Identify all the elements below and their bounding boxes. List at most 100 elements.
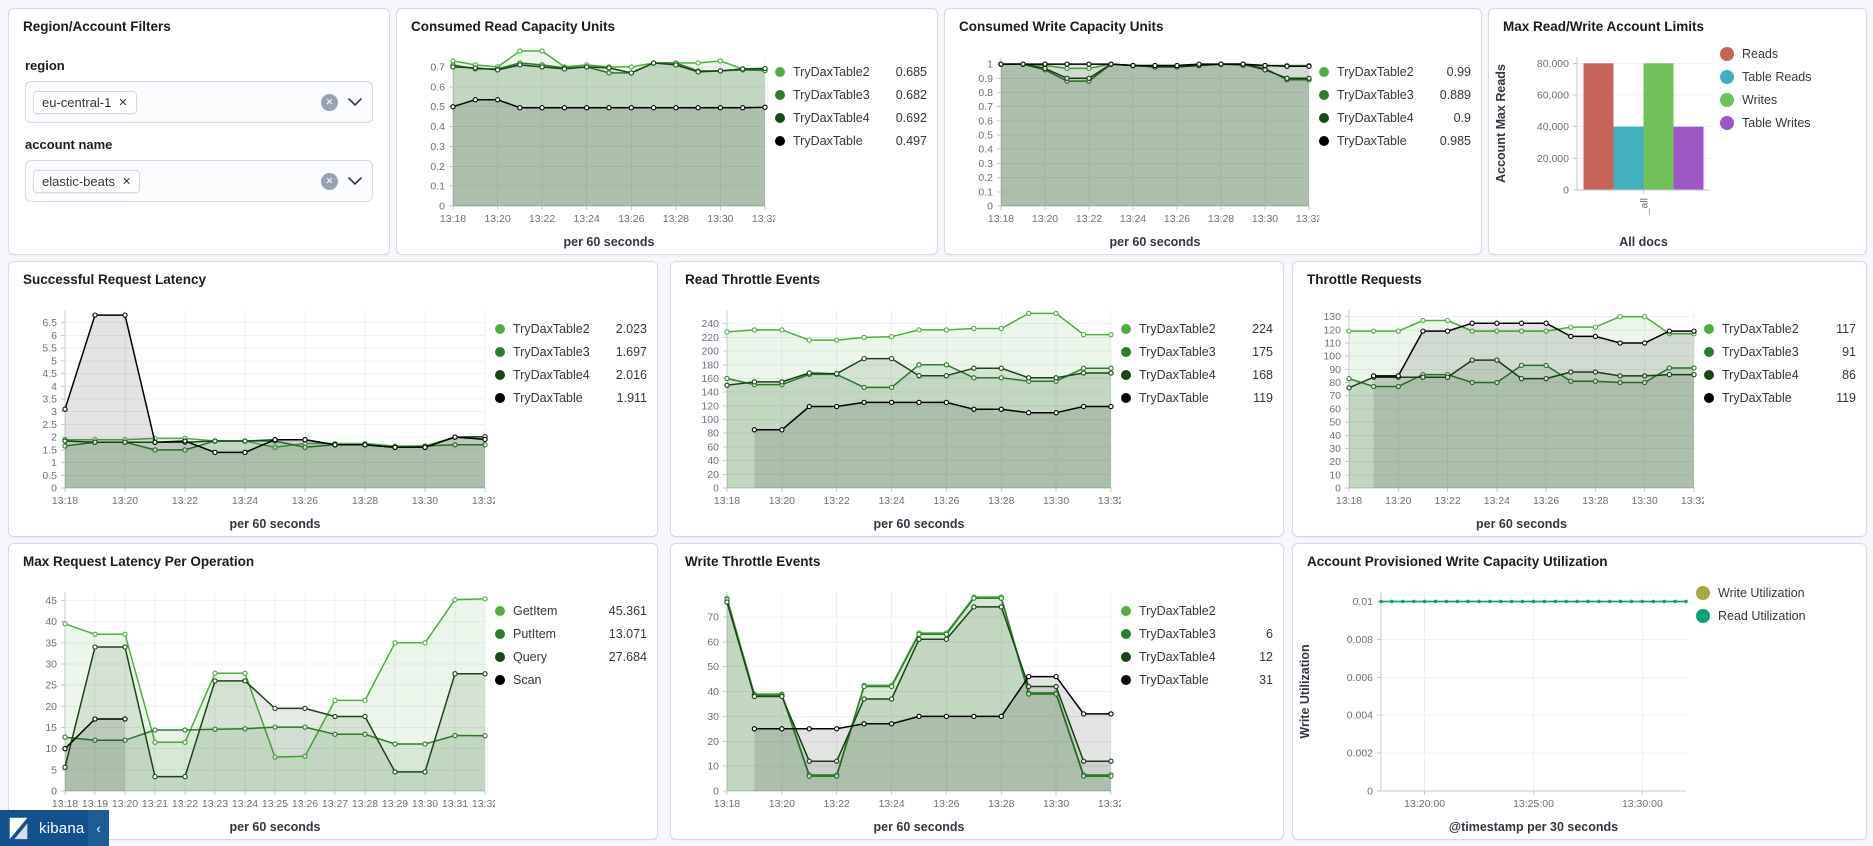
svg-text:3: 3 — [51, 406, 57, 418]
max-limits-bar-chart[interactable]: 0 20,000 40,000 60,000 80,000 _all All docs Acc… — [1489, 41, 1720, 254]
legend-item[interactable]: GetItem 45.361 — [495, 604, 647, 618]
legend-item[interactable]: TryDaxTable3 0.889 — [1319, 88, 1471, 102]
legend-series-value: 0.99 — [1446, 65, 1471, 79]
svg-text:220: 220 — [701, 332, 719, 344]
legend-item[interactable]: Reads — [1720, 47, 1856, 61]
legend-item[interactable]: TryDaxTable 119 — [1121, 391, 1273, 405]
svg-text:13:28: 13:28 — [352, 798, 378, 810]
legend-item[interactable]: TryDaxTable2 2.023 — [495, 322, 647, 336]
svg-text:13:30: 13:30 — [1043, 495, 1069, 507]
legend-series-name: TryDaxTable4 — [1139, 650, 1216, 664]
legend-series-dot-icon — [495, 629, 505, 639]
legend-item[interactable]: TryDaxTable3 175 — [1121, 345, 1273, 359]
request-latency-chart[interactable]: 00.511.522.533.544.555.566.5 13:18 13:20 13… — [9, 294, 495, 536]
svg-text:20: 20 — [45, 701, 57, 713]
legend-series-name: TryDaxTable3 — [1722, 345, 1799, 359]
legend-series-value: 2.016 — [615, 368, 647, 382]
legend-item[interactable]: TryDaxTable2 117 — [1704, 322, 1856, 336]
clear-region-button[interactable]: ✕ — [321, 93, 338, 111]
remove-region-icon[interactable]: ✕ — [118, 96, 128, 109]
legend-series-value: 0.985 — [1439, 134, 1471, 148]
legend-series-dot-icon — [1720, 93, 1734, 107]
legend-item[interactable]: TryDaxTable2 — [1121, 604, 1273, 618]
svg-text:13:27: 13:27 — [322, 798, 348, 810]
panel-title: Consumed Read Capacity Units — [411, 19, 616, 34]
legend-series-name: Query — [513, 650, 548, 664]
legend-series-value: 0.692 — [895, 111, 927, 125]
clear-account-button[interactable]: ✕ — [321, 172, 338, 190]
legend-item[interactable]: TryDaxTable3 0.682 — [775, 88, 927, 102]
kibana-branding-bar[interactable]: kibana — [0, 810, 88, 846]
panel-title: Account Provisioned Write Capacity Utili… — [1307, 554, 1608, 569]
legend-item[interactable]: TryDaxTable4 0.692 — [775, 111, 927, 125]
panel-title: Read Throttle Events — [685, 272, 821, 287]
legend-series-value: 0.685 — [895, 65, 927, 79]
legend-series-dot-icon — [1704, 393, 1714, 403]
svg-text:50: 50 — [707, 661, 719, 673]
kibana-label: kibana — [39, 819, 85, 837]
legend-item[interactable]: TryDaxTable4 168 — [1121, 368, 1273, 382]
legend-item[interactable]: TryDaxTable4 86 — [1704, 368, 1856, 382]
legend-series-name: TryDaxTable2 — [1139, 322, 1216, 336]
legend-series-name: Write Utilization — [1718, 586, 1805, 600]
legend-item[interactable]: Table Writes — [1720, 116, 1856, 130]
legend-series-value: 0.497 — [895, 134, 927, 148]
svg-text:0.4: 0.4 — [430, 121, 445, 133]
svg-text:20,000: 20,000 — [1537, 153, 1569, 165]
svg-text:13:24: 13:24 — [878, 798, 904, 810]
panel-region-account-filters: Region/Account Filters region eu-central… — [8, 8, 390, 255]
svg-text:10: 10 — [1329, 469, 1341, 481]
legend-item[interactable]: TryDaxTable3 1.697 — [495, 345, 647, 359]
legend-series-value: 13.071 — [608, 627, 647, 641]
legend-item[interactable]: Query 27.684 — [495, 650, 647, 664]
legend-item[interactable]: Writes — [1720, 93, 1856, 107]
legend-item[interactable]: TryDaxTable 1.911 — [495, 391, 647, 405]
svg-text:13:31: 13:31 — [442, 798, 468, 810]
legend-item[interactable]: TryDaxTable 119 — [1704, 391, 1856, 405]
svg-text:13:26: 13:26 — [933, 495, 959, 507]
account-selected-pill[interactable]: elastic-beats ✕ — [33, 169, 141, 193]
legend-item[interactable]: TryDaxTable 0.497 — [775, 134, 927, 148]
legend-item[interactable]: TryDaxTable4 0.9 — [1319, 111, 1471, 125]
svg-text:13:18: 13:18 — [988, 213, 1014, 225]
account-combobox[interactable]: elastic-beats ✕ ✕ — [25, 160, 373, 202]
legend-item[interactable]: Read Utilization — [1696, 609, 1856, 623]
legend-item[interactable]: TryDaxTable3 91 — [1704, 345, 1856, 359]
legend-item[interactable]: TryDaxTable2 224 — [1121, 322, 1273, 336]
legend-series-dot-icon — [1720, 116, 1734, 130]
legend-item[interactable]: TryDaxTable3 6 — [1121, 627, 1273, 641]
legend-series-dot-icon — [1319, 113, 1329, 123]
region-selected-pill[interactable]: eu-central-1 ✕ — [33, 90, 137, 114]
legend-item[interactable]: TryDaxTable 0.985 — [1319, 134, 1471, 148]
legend-item[interactable]: TryDaxTable4 12 — [1121, 650, 1273, 664]
legend-item[interactable]: TryDaxTable 31 — [1121, 673, 1273, 687]
svg-text:1.5: 1.5 — [42, 444, 57, 456]
remove-account-icon[interactable]: ✕ — [121, 175, 132, 188]
legend-item[interactable]: Table Reads — [1720, 70, 1856, 84]
write-capacity-utilization-chart[interactable]: 0 0.002 0.004 0.006 0.008 0.01 13:20:00 13:25:0… — [1293, 576, 1696, 839]
legend-item[interactable]: Write Utilization — [1696, 586, 1856, 600]
consumed-write-chart[interactable]: 0 0.1 0.2 0.3 0.4 0.5 0.6 0.7 0.8 0.9 1 13:18 13:20 1… — [945, 41, 1319, 254]
legend-series-name: TryDaxTable — [1722, 391, 1792, 405]
max-latency-per-operation-chart[interactable]: 0 5 10 15 20 25 30 35 40 45 13:18 13:19 13:20 13:21 13… — [9, 576, 495, 839]
write-throttle-chart[interactable]: 0 10 20 30 40 50 60 70 13:18 13:20 13:22 13:24 13:26… — [671, 576, 1121, 839]
collapse-nav-button[interactable]: ‹ — [88, 810, 109, 846]
legend-item[interactable]: TryDaxTable4 2.016 — [495, 368, 647, 382]
legend-series-dot-icon — [495, 606, 505, 616]
region-combobox[interactable]: eu-central-1 ✕ ✕ — [25, 81, 373, 123]
legend-series-dot-icon — [1720, 70, 1734, 84]
svg-text:13:32: 13:32 — [1098, 798, 1121, 810]
chevron-down-icon[interactable] — [348, 177, 362, 185]
chevron-down-icon[interactable] — [348, 98, 362, 106]
legend-item[interactable]: TryDaxTable2 0.99 — [1319, 65, 1471, 79]
consumed-read-chart[interactable]: 0 0.1 0.2 0.3 0.4 0.5 0.6 0.7 13:18 13:20 13:22 13:… — [397, 41, 775, 254]
legend-series-dot-icon — [775, 90, 785, 100]
svg-text:20: 20 — [1329, 456, 1341, 468]
legend-item[interactable]: PutItem 13.071 — [495, 627, 647, 641]
legend-series-value: 175 — [1252, 345, 1273, 359]
svg-text:0: 0 — [439, 201, 445, 213]
legend-item[interactable]: Scan — [495, 673, 647, 687]
legend-item[interactable]: TryDaxTable2 0.685 — [775, 65, 927, 79]
